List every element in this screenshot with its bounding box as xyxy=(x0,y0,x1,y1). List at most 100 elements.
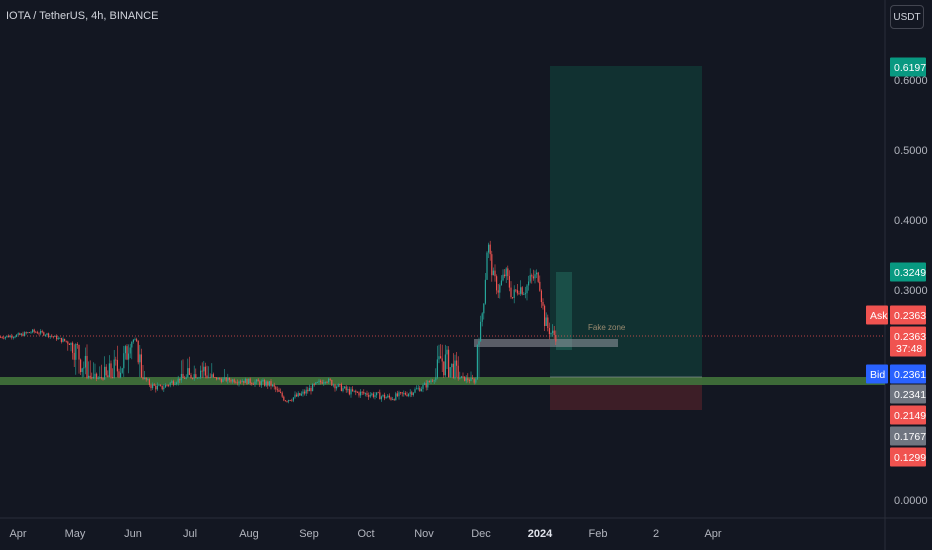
candle xyxy=(531,275,533,277)
price-label-text: 0.2363 xyxy=(894,331,926,343)
candle xyxy=(225,377,227,381)
price-label-text: 0.6197 xyxy=(894,62,926,74)
candle xyxy=(414,389,416,393)
candle xyxy=(428,381,430,382)
candle xyxy=(123,353,125,369)
candle xyxy=(265,381,267,386)
candle xyxy=(401,392,403,394)
zone-entry-box xyxy=(556,272,572,350)
candle xyxy=(406,394,408,396)
candle xyxy=(72,342,74,353)
x-tick-label: 2024 xyxy=(528,528,553,540)
currency-button[interactable]: USDT xyxy=(890,5,924,29)
candle xyxy=(163,387,165,390)
candle xyxy=(380,396,382,400)
candle xyxy=(196,377,198,379)
candle xyxy=(545,317,547,326)
candle xyxy=(390,397,392,400)
candle xyxy=(30,332,32,334)
candle xyxy=(56,335,58,340)
candle xyxy=(364,393,366,394)
candle xyxy=(328,378,330,383)
candle xyxy=(508,276,510,288)
candle xyxy=(284,400,286,402)
candle xyxy=(51,335,53,337)
candle xyxy=(520,287,522,294)
candle xyxy=(417,387,419,389)
candle xyxy=(48,333,50,337)
candle xyxy=(460,376,462,379)
candle xyxy=(510,287,512,298)
candle xyxy=(515,289,517,291)
price-label-bid xyxy=(890,364,926,384)
candle xyxy=(332,384,334,386)
candle xyxy=(358,392,360,396)
candle xyxy=(248,378,250,384)
candle xyxy=(19,333,21,335)
candle xyxy=(425,383,427,388)
candle xyxy=(352,389,354,392)
candle xyxy=(244,378,246,383)
price-label-text: 0.2341 xyxy=(894,389,926,401)
x-tick-label: Aug xyxy=(239,528,259,540)
candle xyxy=(35,331,37,333)
candle xyxy=(262,380,264,382)
candle xyxy=(467,378,469,380)
candle xyxy=(264,380,266,386)
candle xyxy=(6,335,8,337)
candle xyxy=(193,374,195,379)
candle xyxy=(507,268,509,277)
candle xyxy=(65,340,67,342)
candle xyxy=(443,361,445,376)
candle xyxy=(201,370,203,372)
candle xyxy=(339,383,341,385)
candle xyxy=(211,374,213,378)
candle xyxy=(316,382,318,383)
candle xyxy=(497,290,499,293)
price-label-text: 0.2149 xyxy=(894,410,926,422)
candle xyxy=(249,378,251,384)
candle xyxy=(46,333,48,335)
candle xyxy=(553,330,555,336)
candle xyxy=(326,382,328,383)
candle xyxy=(105,366,107,376)
candle xyxy=(192,378,194,379)
countdown-label: 37:48 xyxy=(896,343,922,355)
candle xyxy=(459,378,461,379)
candle xyxy=(276,389,278,391)
candle xyxy=(484,279,486,304)
candle xyxy=(433,380,435,382)
candle xyxy=(254,381,256,385)
candle xyxy=(104,366,106,380)
price-tag-text: Ask xyxy=(870,310,888,322)
candle xyxy=(134,339,136,341)
candle xyxy=(286,401,288,402)
candle xyxy=(475,379,477,383)
price-label-level1 xyxy=(890,384,926,404)
candle xyxy=(299,393,301,396)
candle xyxy=(548,328,550,335)
candle xyxy=(273,384,275,387)
candle xyxy=(363,392,365,394)
candle xyxy=(492,270,494,276)
candle xyxy=(86,355,88,378)
y-tick-label: 0.5000 xyxy=(894,145,928,157)
candle xyxy=(435,377,437,381)
candle xyxy=(280,391,282,393)
candle xyxy=(526,285,528,294)
candle xyxy=(88,375,90,378)
candle xyxy=(536,272,538,275)
candle xyxy=(500,280,502,286)
candle xyxy=(376,392,378,396)
candle xyxy=(124,346,126,354)
candle xyxy=(345,386,347,391)
candle xyxy=(260,381,262,386)
candle xyxy=(232,379,234,382)
candle xyxy=(382,394,384,397)
candle xyxy=(227,377,229,381)
candle xyxy=(419,387,421,392)
candle xyxy=(22,333,24,337)
candle xyxy=(121,368,123,373)
candle xyxy=(118,371,120,378)
